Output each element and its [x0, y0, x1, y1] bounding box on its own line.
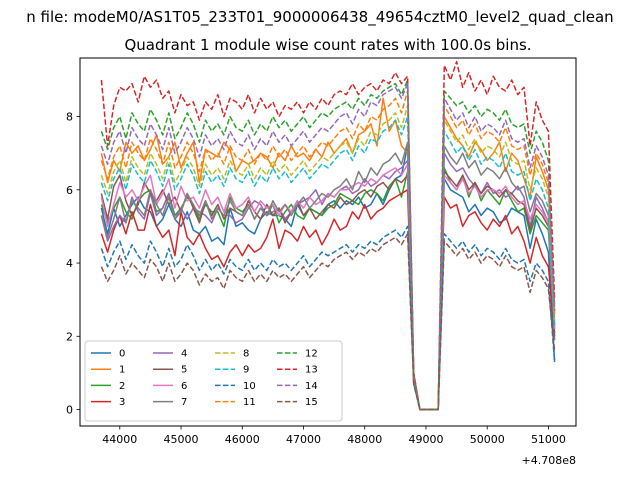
- series-line-7: [100, 141, 556, 411]
- y-tick-label: 0: [66, 404, 73, 417]
- series-line-8: [100, 104, 556, 411]
- x-tick-label: 48000: [347, 433, 382, 446]
- figure-suptitle: n file: modeM0/AS1T05_233T01_9000006438_…: [26, 8, 614, 26]
- legend-label-4: 4: [181, 349, 187, 360]
- legend-label-2: 2: [119, 381, 125, 392]
- y-tick-label: 8: [66, 111, 73, 124]
- x-tick-label: 44000: [102, 433, 137, 446]
- series-line-10: [100, 225, 556, 411]
- legend-label-12: 12: [305, 349, 318, 360]
- x-tick-label: 47000: [286, 433, 321, 446]
- plot-area-frame: [79, 57, 577, 427]
- y-tick-label: 4: [66, 257, 73, 270]
- x-tick-label: 45000: [164, 433, 199, 446]
- legend-label-8: 8: [243, 349, 249, 360]
- series-line-14: [100, 82, 556, 411]
- legend-label-10: 10: [243, 381, 256, 392]
- legend-label-11: 11: [243, 397, 256, 408]
- series-line-9: [100, 115, 556, 411]
- legend-label-13: 13: [305, 365, 318, 376]
- x-offset-label: +4.708e8: [522, 454, 576, 467]
- legend-label-0: 0: [119, 349, 125, 360]
- legend-label-15: 15: [305, 397, 318, 408]
- legend-label-6: 6: [181, 381, 187, 392]
- legend-label-7: 7: [181, 397, 187, 408]
- legend-label-1: 1: [119, 365, 125, 376]
- chart-title: Quadrant 1 module wise count rates with …: [124, 36, 532, 54]
- series-line-15: [100, 233, 556, 411]
- series-line-13: [100, 60, 556, 411]
- series-line-12: [100, 79, 556, 411]
- legend-label-9: 9: [243, 365, 249, 376]
- x-tick-label: 46000: [225, 433, 260, 446]
- legend-label-3: 3: [119, 397, 125, 408]
- x-tick-label: 49000: [408, 433, 443, 446]
- y-tick-label: 2: [66, 330, 73, 343]
- series-line-3: [100, 189, 556, 411]
- legend-label-5: 5: [181, 365, 187, 376]
- series-line-6: [100, 163, 556, 411]
- x-tick-label: 51000: [531, 433, 566, 446]
- series-line-11: [100, 90, 556, 411]
- x-tick-label: 50000: [470, 433, 505, 446]
- legend-label-14: 14: [305, 381, 318, 392]
- y-tick-label: 6: [66, 184, 73, 197]
